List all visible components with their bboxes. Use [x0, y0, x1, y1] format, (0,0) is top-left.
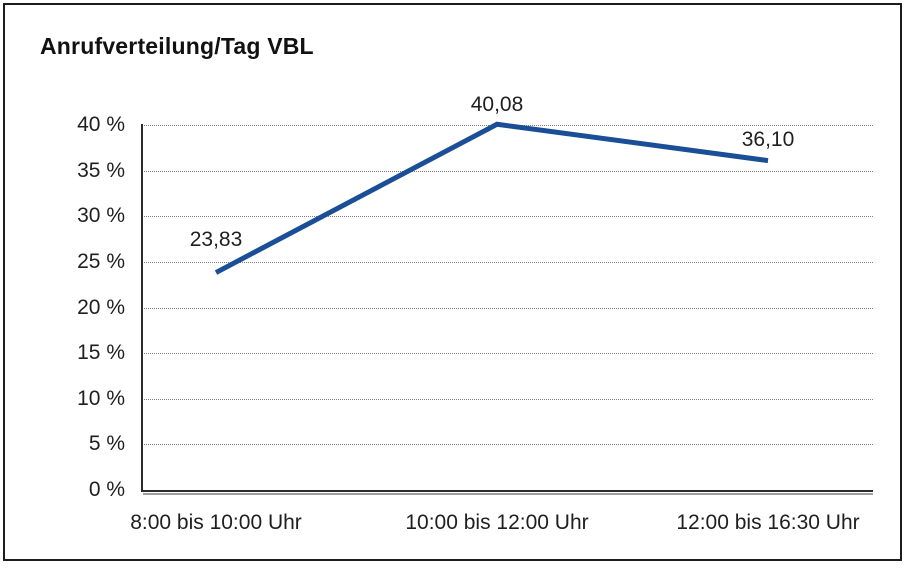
gridline — [144, 170, 873, 172]
y-axis-line — [141, 124, 143, 492]
y-axis-tick-label: 10 % — [77, 386, 125, 410]
y-axis-tick-label: 5 % — [88, 432, 125, 456]
y-axis-tick-label: 40 % — [77, 113, 125, 136]
x-axis-category-label: 10:00 bis 12:00 Uhr — [405, 511, 589, 534]
gridline — [144, 307, 873, 309]
x-axis-category-label: 8:00 bis 10:00 Uhr — [130, 511, 302, 534]
y-axis-tick-label: 15 % — [77, 341, 125, 365]
data-label: 36,10 — [741, 127, 795, 151]
x-axis-shadow-line — [143, 493, 873, 495]
y-axis-tick-label: 35 % — [77, 158, 125, 182]
y-axis-tick-label: 25 % — [77, 249, 125, 273]
y-axis-tick-label: 20 % — [77, 295, 125, 319]
gridline — [144, 353, 873, 355]
line-chart: 0 % 5 % 10 % 15 % 20 % 25 % 30 % 35 % 40 % 23,83 4… — [5, 5, 900, 559]
gridline — [144, 261, 873, 263]
x-axis-category-label: 12:00 bis 16:30 Uhr — [676, 511, 860, 534]
gridline — [144, 398, 873, 400]
chart-title: Anrufverteilung/Tag VBL — [40, 33, 314, 59]
y-axis-tick-label: 0 % — [88, 478, 125, 501]
y-axis-tick-label: 30 % — [77, 204, 125, 228]
data-label: 23,83 — [189, 227, 243, 251]
gridline — [144, 444, 873, 446]
data-label: 40,08 — [470, 93, 524, 117]
chart-frame: Anrufverteilung/Tag VBL 0 % 5 % 10 % 15 % 20… — [3, 3, 902, 561]
x-axis-line — [141, 490, 873, 492]
series-line — [214, 121, 769, 275]
gridline — [144, 216, 873, 218]
